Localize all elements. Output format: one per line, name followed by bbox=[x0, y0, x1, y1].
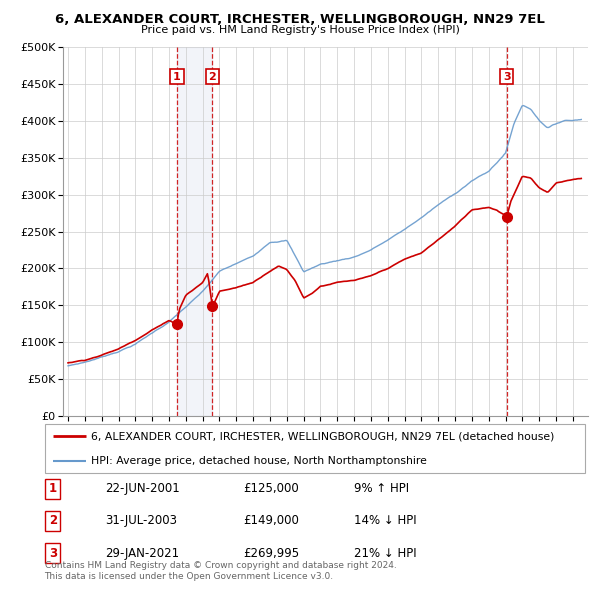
Text: 22-JUN-2001: 22-JUN-2001 bbox=[105, 482, 180, 495]
Text: £269,995: £269,995 bbox=[243, 547, 299, 560]
Text: £149,000: £149,000 bbox=[243, 514, 299, 527]
Text: 9% ↑ HPI: 9% ↑ HPI bbox=[353, 482, 409, 495]
Text: £125,000: £125,000 bbox=[243, 482, 299, 495]
Text: HPI: Average price, detached house, North Northamptonshire: HPI: Average price, detached house, Nort… bbox=[91, 455, 427, 466]
Text: 1: 1 bbox=[173, 72, 181, 81]
Text: 6, ALEXANDER COURT, IRCHESTER, WELLINGBOROUGH, NN29 7EL (detached house): 6, ALEXANDER COURT, IRCHESTER, WELLINGBO… bbox=[91, 431, 555, 441]
Text: Price paid vs. HM Land Registry's House Price Index (HPI): Price paid vs. HM Land Registry's House … bbox=[140, 25, 460, 35]
Text: 29-JAN-2021: 29-JAN-2021 bbox=[105, 547, 179, 560]
Text: 21% ↓ HPI: 21% ↓ HPI bbox=[353, 547, 416, 560]
Bar bbox=[177, 47, 212, 416]
FancyBboxPatch shape bbox=[44, 424, 586, 473]
Text: 3: 3 bbox=[503, 72, 511, 81]
Text: 14% ↓ HPI: 14% ↓ HPI bbox=[353, 514, 416, 527]
Text: Contains HM Land Registry data © Crown copyright and database right 2024.
This d: Contains HM Land Registry data © Crown c… bbox=[44, 562, 396, 581]
Text: 2: 2 bbox=[49, 514, 57, 527]
Text: 1: 1 bbox=[49, 482, 57, 495]
Text: 2: 2 bbox=[209, 72, 216, 81]
Text: 3: 3 bbox=[49, 547, 57, 560]
Text: 31-JUL-2003: 31-JUL-2003 bbox=[105, 514, 177, 527]
Text: 6, ALEXANDER COURT, IRCHESTER, WELLINGBOROUGH, NN29 7EL: 6, ALEXANDER COURT, IRCHESTER, WELLINGBO… bbox=[55, 13, 545, 26]
